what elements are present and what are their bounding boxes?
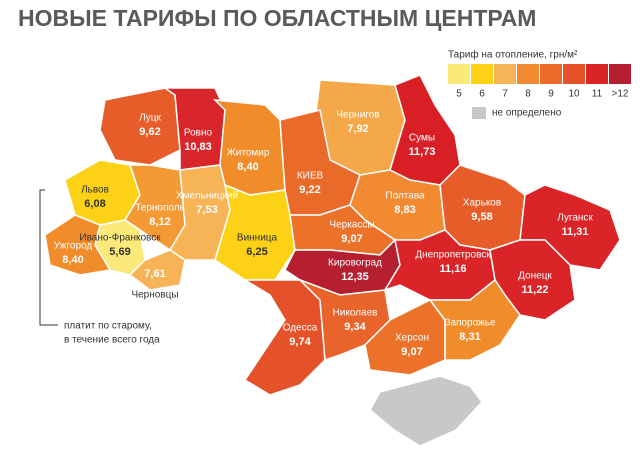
region-value: 7,53 (196, 204, 217, 216)
region-value: 7,61 (144, 268, 165, 280)
region (214, 183, 296, 281)
region-value: 11,16 (440, 263, 467, 275)
legend-undefined-label: не определено (492, 108, 562, 119)
legend-label: 9 (548, 89, 554, 100)
region-value: 9,07 (341, 233, 362, 245)
region-value: 9,58 (471, 211, 492, 223)
crimea (369, 375, 483, 447)
legend-swatch (540, 64, 562, 84)
region-value: 6,25 (246, 246, 267, 258)
legend-label: 11 (592, 89, 603, 100)
region-value: 9,07 (401, 346, 422, 358)
legend-label: 10 (568, 89, 580, 100)
region-value: 8,83 (394, 204, 415, 216)
region (128, 249, 186, 291)
region-name: Луцк (139, 113, 161, 124)
region (242, 279, 326, 396)
legend-title: Тариф на отопление, грн/м² (448, 49, 578, 61)
region-name: Харьков (463, 198, 501, 209)
annotation-bracket (39, 189, 58, 326)
legend-swatch (471, 64, 493, 84)
legend-label: 7 (502, 89, 508, 100)
region-value: 9,62 (139, 126, 160, 138)
region-value: 5,69 (109, 246, 130, 258)
region-name: Донецк (518, 271, 552, 282)
legend-swatch (494, 64, 516, 84)
legend-swatch (586, 64, 608, 84)
region-name: Черновцы (131, 290, 178, 301)
region-value: 8,40 (237, 161, 258, 173)
region-value: 8,31 (459, 331, 480, 343)
region-name: Житомир (227, 148, 270, 159)
legend-label: 5 (456, 89, 462, 100)
region-name: Луганск (557, 213, 593, 224)
annotation: платит по старому, (64, 321, 152, 332)
legend-swatch (563, 64, 585, 84)
legend-label: 8 (525, 89, 531, 100)
region-value: 11,31 (562, 226, 589, 238)
legend-swatch (517, 64, 539, 84)
annotation: в течение всего года (64, 335, 160, 346)
region-name: Николаев (333, 308, 378, 319)
region-name: Ивано-Франковск (79, 233, 161, 244)
region-name: Черкассы (329, 220, 374, 231)
legend-swatch (448, 64, 470, 84)
region-value: 9,22 (299, 184, 320, 196)
region-value: 8,40 (62, 254, 83, 266)
region-value: 9,34 (344, 321, 366, 333)
region-name: Львов (81, 185, 109, 196)
region-value: 10,83 (184, 141, 212, 153)
region-value: 12,35 (341, 271, 369, 283)
title: НОВЫЕ ТАРИФЫ ПО ОБЛАСТНЫМ ЦЕНТРАМ (18, 5, 536, 31)
region-name: Хмельницкий (176, 191, 238, 202)
region-name: Тернополь (135, 203, 185, 214)
region-name: Кировоград (328, 258, 382, 269)
region-name: Полтава (385, 191, 425, 202)
region (428, 278, 521, 361)
legend-undefined-swatch (472, 107, 486, 119)
region-value: 11,73 (409, 146, 436, 158)
region-value: 6,08 (84, 198, 105, 210)
region-name: Днепропетровск (415, 250, 491, 261)
region (44, 214, 112, 276)
region-name: КИЕВ (297, 171, 324, 182)
region-name: Ровно (184, 128, 213, 139)
region-value: 9,74 (289, 336, 311, 348)
region-value: 11,22 (522, 284, 549, 296)
region-value: 8,12 (149, 216, 170, 228)
region-value: 7,92 (347, 123, 368, 135)
region-name: Винница (237, 233, 278, 244)
region-name: Чернигов (336, 110, 379, 121)
region-name: Одесса (283, 323, 318, 334)
legend-label: >12 (612, 89, 629, 100)
region-name: Ужгород (54, 241, 93, 252)
region-name: Херсон (395, 333, 429, 344)
legend-label: 6 (479, 89, 485, 100)
legend-swatch (609, 64, 631, 84)
region-name: Запорожье (444, 318, 495, 329)
region-name: Сумы (409, 133, 435, 144)
